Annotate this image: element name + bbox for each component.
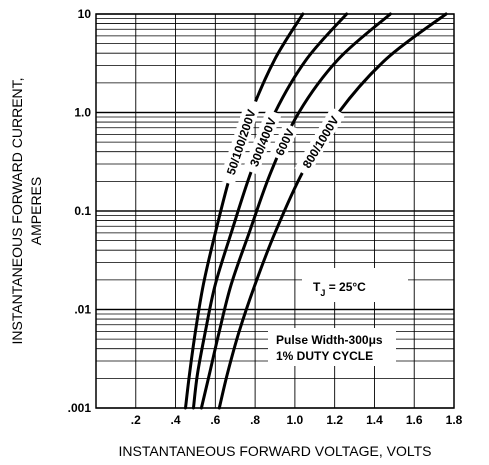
x-tick-label: .8 <box>250 413 260 427</box>
series-line <box>199 12 392 410</box>
y-axis-title-line1: INSTANTANEOUS FORWARD CURRENT, <box>9 77 25 344</box>
series-label-bg <box>218 98 262 186</box>
y-tick-label: .01 <box>74 303 91 317</box>
series-curves <box>184 12 448 410</box>
series-line <box>217 12 448 410</box>
pulse-annotation-line2: 1% DUTY CYCLE <box>276 349 373 363</box>
series-label-bg <box>269 122 299 162</box>
y-tick-label: 1.0 <box>74 106 91 120</box>
tj-annotation: TJ = 25°C <box>313 280 366 298</box>
pulse-annotation-line1: Pulse Width-300μs <box>276 333 383 347</box>
x-tick-label: .4 <box>171 413 181 427</box>
x-tick-label: 1.0 <box>287 413 304 427</box>
x-axis-title: INSTANTANEOUS FORWARD VOLTAGE, VOLTS <box>119 443 432 459</box>
x-tick-label: 1.6 <box>406 413 423 427</box>
series-line <box>184 12 305 410</box>
plot-frame <box>95 13 455 409</box>
tick-labels: .2 .4 .6 .8 1.0 1.2 1.4 1.6 1.8 .001 .01 0.1 1.0 10 <box>68 7 463 427</box>
x-tick-label: .2 <box>131 413 141 427</box>
y-tick-label: 0.1 <box>74 204 91 218</box>
y-tick-label: .001 <box>68 401 92 415</box>
y-axis-title-line2: AMPERES <box>28 177 44 245</box>
series-line <box>191 12 349 410</box>
series-label-bg <box>242 108 282 175</box>
x-tick-label: .6 <box>210 413 220 427</box>
y-tick-label: 10 <box>78 7 92 21</box>
series-label-bg <box>294 106 346 177</box>
x-tick-label: 1.8 <box>446 413 463 427</box>
x-tick-label: 1.2 <box>326 413 343 427</box>
x-tick-label: 1.4 <box>366 413 383 427</box>
tj-annotation-box <box>302 268 408 302</box>
pulse-annotation-box <box>268 328 396 366</box>
